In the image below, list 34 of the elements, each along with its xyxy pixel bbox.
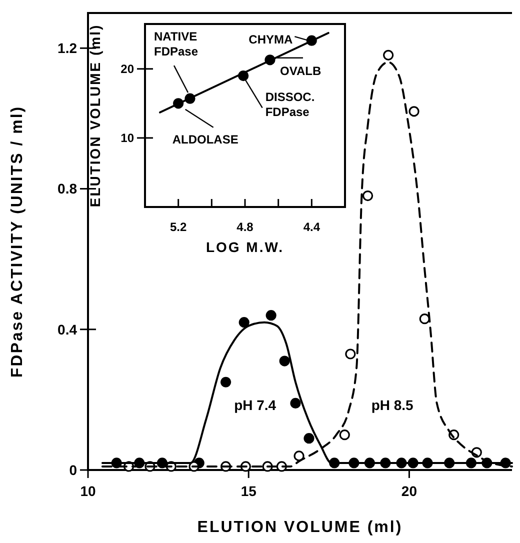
point bbox=[383, 50, 394, 60]
point bbox=[339, 430, 350, 440]
point bbox=[345, 348, 356, 360]
point bbox=[304, 433, 314, 444]
point bbox=[294, 450, 304, 462]
point bbox=[266, 310, 276, 321]
annotation: CHYMA bbox=[248, 32, 293, 47]
y-axis-title: ELUTION VOLUME (ml) bbox=[87, 24, 103, 208]
x-tick-label: 5.2 bbox=[170, 220, 187, 234]
x-tick-label: 15 bbox=[240, 483, 257, 499]
point bbox=[290, 398, 301, 409]
point bbox=[408, 106, 420, 117]
annotation: DISSOC. FDPase bbox=[265, 90, 315, 119]
point bbox=[279, 356, 290, 366]
y-tick-label: 0 bbox=[69, 462, 78, 478]
y-tick-label: 0.4 bbox=[58, 321, 78, 338]
x-axis-title: LOG M.W. bbox=[206, 239, 284, 255]
y-tick-label: 1.2 bbox=[58, 40, 78, 56]
series-label: pH 7.4 bbox=[234, 397, 276, 413]
x-tick-label: 4.8 bbox=[236, 220, 254, 234]
x-axis-title: ELUTION VOLUME (ml) bbox=[197, 519, 403, 536]
y-axis-title: FDPase ACTIVITY (UNITS / ml) bbox=[9, 105, 26, 378]
annotation: OVALB bbox=[280, 64, 322, 78]
annotation: ALDOLASE bbox=[172, 132, 238, 146]
y-tick-label: 0.8 bbox=[58, 180, 78, 197]
point bbox=[238, 317, 250, 328]
point bbox=[419, 314, 430, 324]
x-tick-label: 20 bbox=[401, 483, 418, 499]
point bbox=[220, 376, 232, 388]
text: pH 8.5 bbox=[371, 397, 414, 413]
x-tick-label: 10 bbox=[80, 483, 96, 499]
point bbox=[362, 190, 374, 202]
x-tick-label: 4.4 bbox=[303, 220, 320, 234]
annotation: NATIVE FDPase bbox=[154, 30, 198, 59]
